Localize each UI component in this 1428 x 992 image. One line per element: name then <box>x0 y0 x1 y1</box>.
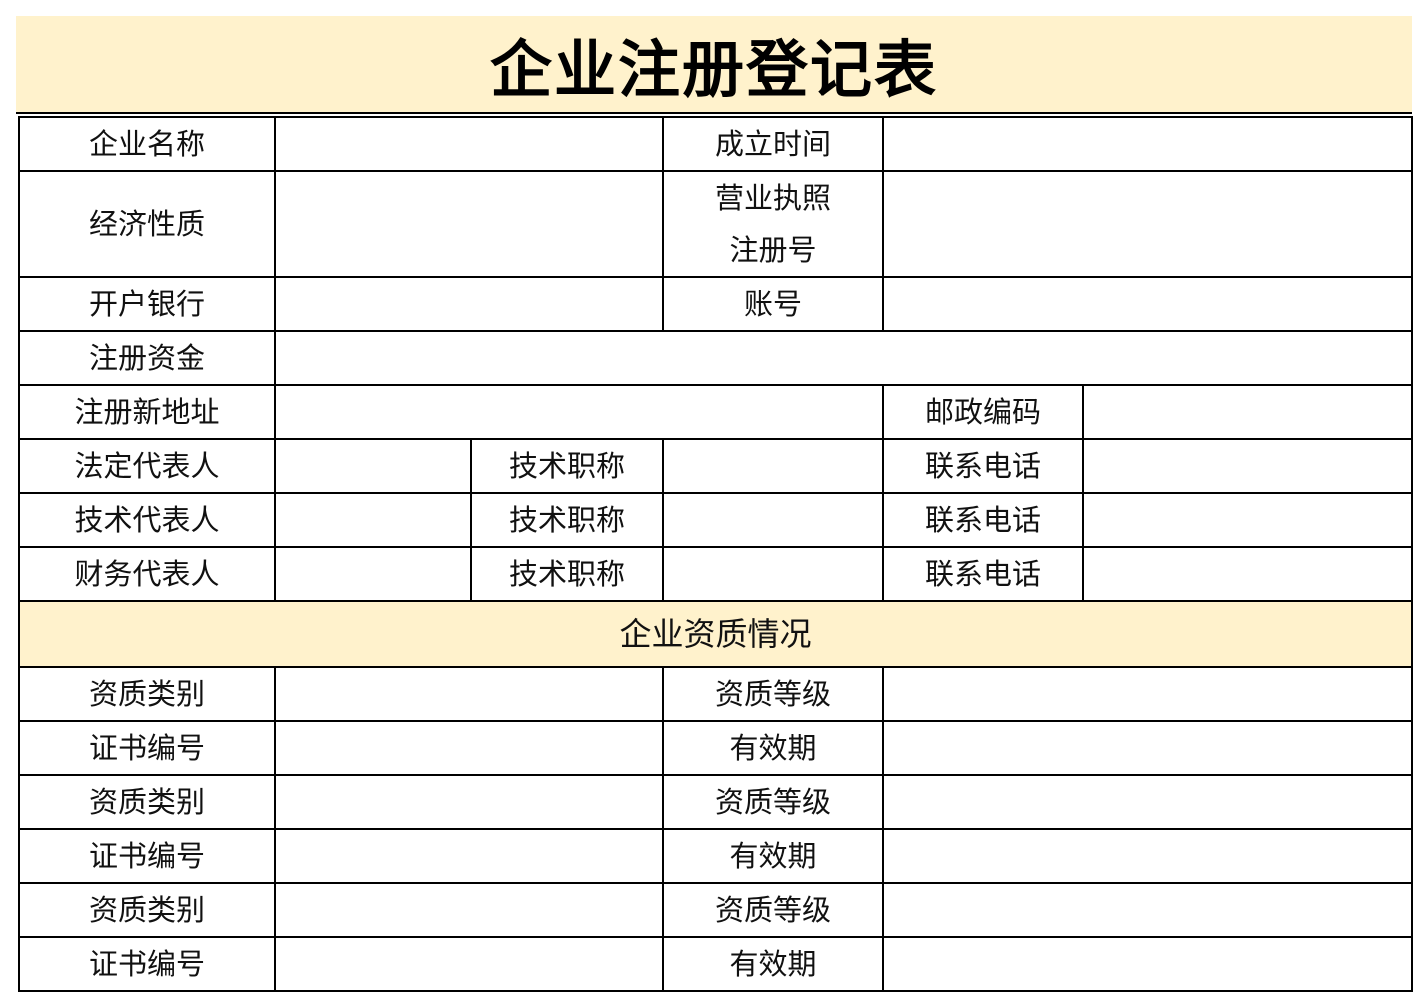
label-phone: 联系电话 <box>882 492 1084 548</box>
label-license-line2: 注册号 <box>729 233 817 267</box>
label-qual-right: 有效期 <box>662 936 884 992</box>
label-qual-right: 有效期 <box>662 720 884 776</box>
input-phone[interactable] <box>1082 492 1413 548</box>
input-qual-left[interactable] <box>274 882 664 938</box>
label-qual-left: 证书编号 <box>18 720 276 776</box>
input-account[interactable] <box>882 276 1413 332</box>
label-role: 财务代表人 <box>18 546 276 602</box>
table-row: 资质类别 资质等级 <box>18 666 1413 722</box>
input-qual-right[interactable] <box>882 936 1413 992</box>
label-qual-left: 资质类别 <box>18 666 276 722</box>
input-license[interactable] <box>882 170 1413 278</box>
label-established: 成立时间 <box>662 116 884 172</box>
table-row: 证书编号 有效期 <box>18 720 1413 776</box>
label-qual-right: 有效期 <box>662 828 884 884</box>
input-qual-left[interactable] <box>274 666 664 722</box>
input-tech-title[interactable] <box>662 438 884 494</box>
label-qual-left: 资质类别 <box>18 774 276 830</box>
input-qual-right[interactable] <box>882 828 1413 884</box>
label-tech-title: 技术职称 <box>470 492 664 548</box>
input-postcode[interactable] <box>1082 384 1413 440</box>
section-header-row: 企业资质情况 <box>18 600 1413 668</box>
table-row: 技术代表人 技术职称 联系电话 <box>18 492 1413 548</box>
table-row: 证书编号 有效期 <box>18 828 1413 884</box>
label-license-line1: 营业执照 <box>714 181 831 215</box>
input-role[interactable] <box>274 438 472 494</box>
input-qual-right[interactable] <box>882 774 1413 830</box>
label-tech-title: 技术职称 <box>470 438 664 494</box>
label-qual-left: 资质类别 <box>18 882 276 938</box>
input-tech-title[interactable] <box>662 546 884 602</box>
label-qual-right: 资质等级 <box>662 882 884 938</box>
input-qual-left[interactable] <box>274 936 664 992</box>
label-qual-left: 证书编号 <box>18 936 276 992</box>
input-address[interactable] <box>274 384 884 440</box>
form-title: 企业注册登记表 <box>489 33 938 106</box>
label-postcode: 邮政编码 <box>882 384 1084 440</box>
label-phone: 联系电话 <box>882 546 1084 602</box>
label-account: 账号 <box>662 276 884 332</box>
table-row: 证书编号 有效期 <box>18 936 1413 992</box>
input-qual-right[interactable] <box>882 882 1413 938</box>
label-phone: 联系电话 <box>882 438 1084 494</box>
input-economic-nature[interactable] <box>274 170 664 278</box>
input-role[interactable] <box>274 546 472 602</box>
table-row: 资质类别 资质等级 <box>18 882 1413 938</box>
label-license: 营业执照 注册号 <box>662 170 884 278</box>
registration-form-table: 企业名称 成立时间 经济性质 营业执照注册号 开户银行 账号 注册资金 注册新地… <box>18 116 1413 992</box>
label-qual-left: 证书编号 <box>18 828 276 884</box>
label-role: 法定代表人 <box>18 438 276 494</box>
label-economic-nature: 经济性质 <box>18 170 276 278</box>
label-qual-right: 资质等级 <box>662 666 884 722</box>
input-qual-left[interactable] <box>274 720 664 776</box>
table-row: 注册新地址 邮政编码 <box>18 384 1413 440</box>
section-title: 企业资质情况 <box>18 600 1413 668</box>
input-phone[interactable] <box>1082 546 1413 602</box>
label-role: 技术代表人 <box>18 492 276 548</box>
table-row: 注册资金 <box>18 330 1413 386</box>
label-address: 注册新地址 <box>18 384 276 440</box>
input-qual-left[interactable] <box>274 828 664 884</box>
input-bank[interactable] <box>274 276 664 332</box>
table-row: 资质类别 资质等级 <box>18 774 1413 830</box>
input-capital[interactable] <box>274 330 1413 386</box>
label-capital: 注册资金 <box>18 330 276 386</box>
table-row: 开户银行 账号 <box>18 276 1413 332</box>
input-qual-left[interactable] <box>274 774 664 830</box>
label-company-name: 企业名称 <box>18 116 276 172</box>
input-established[interactable] <box>882 116 1413 172</box>
table-row: 企业名称 成立时间 <box>18 116 1413 172</box>
title-band: 企业注册登记表 <box>16 16 1412 114</box>
input-qual-right[interactable] <box>882 666 1413 722</box>
input-qual-right[interactable] <box>882 720 1413 776</box>
label-qual-right: 资质等级 <box>662 774 884 830</box>
table-row: 财务代表人 技术职称 联系电话 <box>18 546 1413 602</box>
table-row: 法定代表人 技术职称 联系电话 <box>18 438 1413 494</box>
input-phone[interactable] <box>1082 438 1413 494</box>
input-role[interactable] <box>274 492 472 548</box>
label-bank: 开户银行 <box>18 276 276 332</box>
input-tech-title[interactable] <box>662 492 884 548</box>
input-company-name[interactable] <box>274 116 664 172</box>
table-row: 经济性质 营业执照注册号 <box>18 170 1413 278</box>
label-tech-title: 技术职称 <box>470 546 664 602</box>
